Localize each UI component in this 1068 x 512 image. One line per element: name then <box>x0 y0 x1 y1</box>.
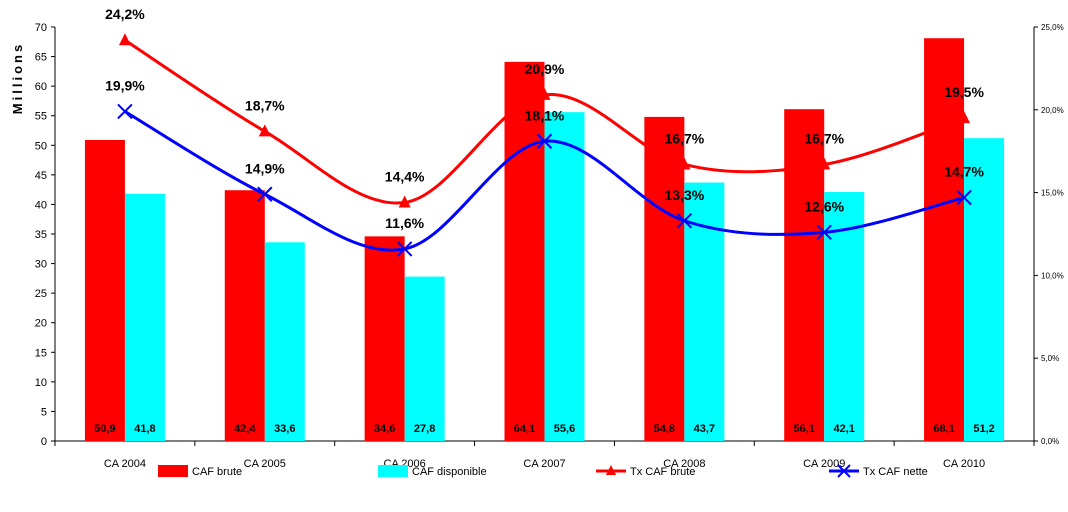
legend-label: CAF disponible <box>412 466 487 478</box>
point-value-label: 14,4% <box>385 169 425 185</box>
point-value-label: 19,5% <box>944 84 984 100</box>
point-value-label: 24,2% <box>105 6 145 22</box>
y-axis-label: Millions <box>10 42 25 114</box>
point-marker <box>538 87 551 100</box>
y-tick-label: 70 <box>35 22 47 34</box>
x-tick-label: CA 2009 <box>803 458 845 470</box>
legend-marker <box>606 465 616 475</box>
bar-value-label: 42,4 <box>234 423 256 435</box>
point-value-label: 11,6% <box>385 215 424 231</box>
bar-value-label: 42,1 <box>834 423 855 435</box>
bar <box>264 242 305 441</box>
bar-value-label: 41,8 <box>134 423 155 435</box>
bar <box>404 276 445 441</box>
axes: 0 5 10 15 20 25 30 35 40 45 50 55 60 65 70 0,0% 5,0% 10,0… <box>35 22 1064 470</box>
point-marker <box>958 111 971 124</box>
bar <box>504 61 545 441</box>
y-tick-label: 25 <box>35 288 47 300</box>
point-value-label: 14,7% <box>944 164 984 180</box>
point-marker <box>536 133 553 149</box>
bar-value-label: 34,6 <box>374 423 395 435</box>
legend-swatch <box>378 465 408 477</box>
y-tick-label: 40 <box>35 199 47 211</box>
x-tick-label: CA 2010 <box>943 458 985 470</box>
bar-value-label: 50,9 <box>94 423 115 435</box>
bar-value-label: 64,1 <box>514 423 535 435</box>
bar <box>124 193 165 441</box>
point-value-label: 14,9% <box>245 160 285 176</box>
y2-tick-label: 20,0% <box>1041 106 1064 115</box>
bar <box>84 139 125 441</box>
y2-tick-label: 0,0% <box>1041 437 1059 446</box>
bar <box>824 192 865 441</box>
y2-tick-label: 10,0% <box>1041 271 1064 280</box>
y-tick-label: 65 <box>35 52 47 64</box>
point-marker <box>118 33 131 46</box>
point-marker <box>676 213 693 229</box>
y-tick-label: 10 <box>35 377 47 389</box>
point-marker <box>396 241 413 257</box>
point-marker <box>258 124 271 137</box>
y-tick-label: 15 <box>35 347 47 359</box>
y2-tick-label: 15,0% <box>1041 189 1064 198</box>
point-marker <box>956 189 972 206</box>
x-tick-label: CA 2007 <box>523 458 565 470</box>
bar-value-label: 54,8 <box>654 423 675 435</box>
bar <box>964 138 1005 441</box>
legend-swatch <box>158 465 188 477</box>
point-value-label: 16,7% <box>665 130 705 146</box>
lines <box>117 33 972 257</box>
bar-value-label: 56,1 <box>794 423 815 435</box>
y-tick-label: 45 <box>35 170 47 182</box>
bar <box>364 236 405 441</box>
point-marker <box>816 224 832 241</box>
point-marker <box>398 195 411 208</box>
x-tick-label: CA 2004 <box>104 458 146 470</box>
data-labels: 50,9 42,4 34,6 64,1 54,8 56,1 68,1 41,8 33,6 27,8… <box>94 6 995 435</box>
point-value-label: 13,3% <box>665 187 705 203</box>
point-marker <box>818 157 831 170</box>
bar-value-label: 55,6 <box>554 423 575 435</box>
point-value-label: 18,7% <box>245 97 285 113</box>
bar-value-label: 27,8 <box>414 423 435 435</box>
y2-tick-label: 5,0% <box>1041 354 1059 363</box>
y-tick-label: 35 <box>35 229 47 241</box>
bar <box>784 109 825 442</box>
y-tick-label: 60 <box>35 81 47 93</box>
bar-value-label: 33,6 <box>274 423 295 435</box>
y2-tick-label: 25,0% <box>1041 23 1064 32</box>
point-value-label: 18,1% <box>525 107 565 123</box>
legend-label: Tx CAF nette <box>863 466 928 478</box>
bar <box>544 112 585 441</box>
x-tick-label: CA 2008 <box>663 458 705 470</box>
point-marker <box>678 157 691 170</box>
legend: CAF brute CAF disponible Tx CAF brute Tx CA… <box>158 464 928 478</box>
point-value-label: 19,9% <box>105 77 145 93</box>
point-marker <box>117 103 133 120</box>
legend-marker <box>837 464 851 478</box>
y-tick-label: 55 <box>35 111 47 123</box>
bar <box>644 116 685 441</box>
point-value-label: 20,9% <box>525 61 565 77</box>
y-tick-label: 50 <box>35 140 47 152</box>
point-marker <box>257 186 273 202</box>
bar-value-label: 51,2 <box>973 423 994 435</box>
legend-label: Tx CAF brute <box>630 466 695 478</box>
y-tick-label: 0 <box>41 436 47 448</box>
y-tick-label: 5 <box>41 406 47 418</box>
y-tick-label: 20 <box>35 318 47 330</box>
bars <box>84 38 1005 442</box>
bar <box>224 190 265 441</box>
bar-value-label: 68,1 <box>933 423 954 435</box>
y-tick-label: 30 <box>35 259 47 271</box>
bar <box>924 38 965 441</box>
point-value-label: 16,7% <box>804 130 844 146</box>
point-value-label: 12,6% <box>804 198 844 214</box>
x-tick-label: CA 2005 <box>244 458 286 470</box>
legend-label: CAF brute <box>192 466 242 478</box>
bar-value-label: 43,7 <box>694 423 715 435</box>
